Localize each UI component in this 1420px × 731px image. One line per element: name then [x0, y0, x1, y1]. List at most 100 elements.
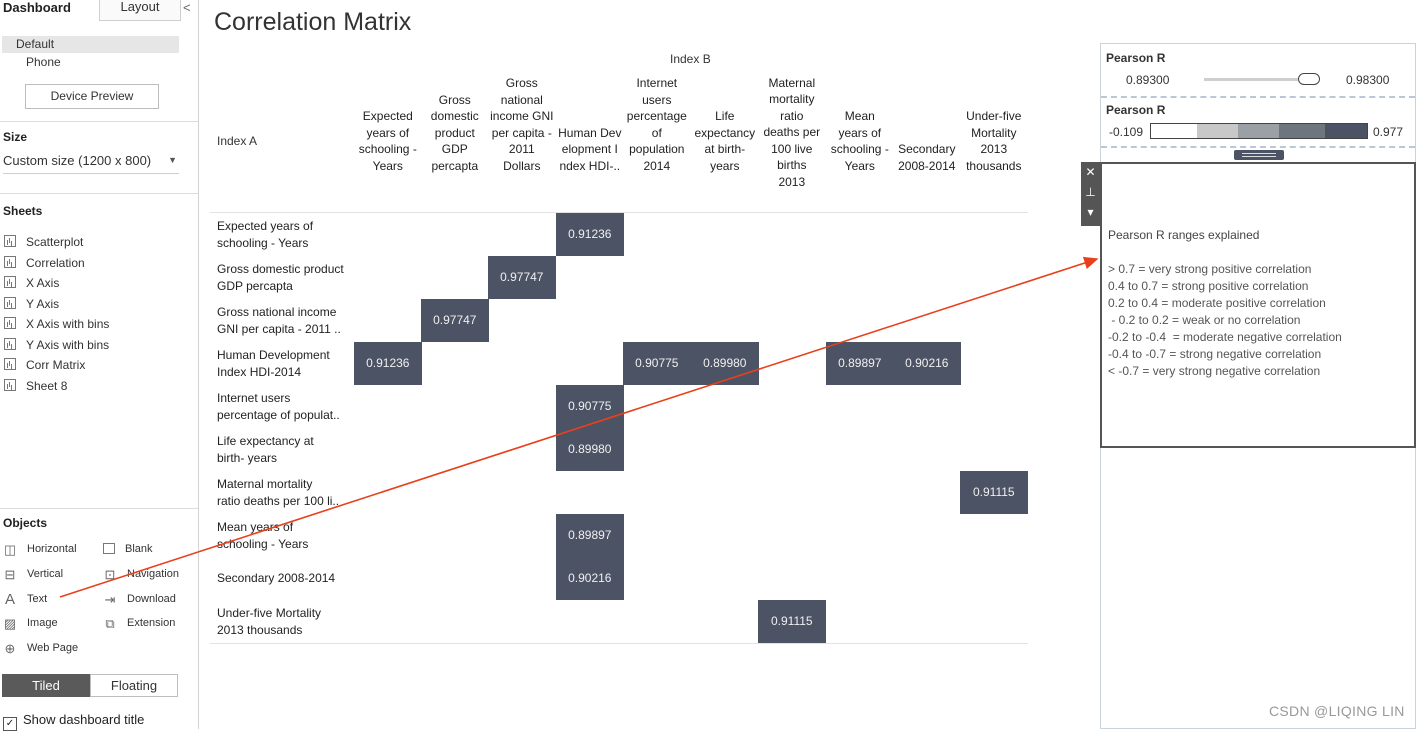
- object-label: Navigation: [127, 568, 179, 580]
- column-header-line: 2013: [778, 174, 806, 189]
- column-header-line: Gross: [505, 76, 538, 90]
- sheet-item[interactable]: X Axis with bins: [4, 315, 109, 333]
- column-header[interactable]: Under-five Mortality 2013 thousands: [960, 108, 1028, 174]
- text-object[interactable]: [1100, 162, 1416, 448]
- more-icon[interactable]: ▾: [1087, 205, 1094, 219]
- matrix-cell[interactable]: 0.91236: [354, 342, 422, 385]
- textbox-line: < -0.7 = very strong negative correlatio…: [1108, 364, 1321, 378]
- matrix-cell[interactable]: 0.89897: [826, 342, 894, 385]
- object-blank[interactable]: Blank: [103, 541, 153, 557]
- column-header[interactable]: Expected years of schooling - Years: [354, 108, 422, 174]
- sheet-item[interactable]: Y Axis: [4, 295, 59, 313]
- matrix-cell[interactable]: 0.91115: [758, 600, 826, 643]
- matrix-cell[interactable]: 0.90775: [556, 385, 624, 428]
- worksheet-icon: [4, 337, 16, 350]
- device-default[interactable]: Default: [2, 36, 179, 53]
- size-dropdown[interactable]: Custom size (1200 x 800) ▼: [3, 153, 179, 174]
- column-header-line: Life: [715, 109, 735, 123]
- column-header[interactable]: Gross domestic product GDP percapta: [421, 92, 489, 175]
- filter-max-value[interactable]: 0.98300: [1346, 73, 1390, 87]
- matrix-cell[interactable]: 0.89980: [691, 342, 759, 385]
- object-label: Vertical: [27, 568, 64, 580]
- text-icon: A: [4, 591, 15, 608]
- sheet-item[interactable]: Sheet 8: [4, 377, 67, 395]
- column-header-line: population: [629, 142, 685, 156]
- sheet-item[interactable]: Y Axis with bins: [4, 336, 109, 354]
- column-header-line: 100 live: [771, 141, 813, 156]
- row-header-line: Under-five Mortality: [217, 606, 322, 620]
- range-slider-thumb[interactable]: [1298, 73, 1320, 85]
- row-header[interactable]: Human Development Index HDI-2014: [217, 347, 357, 380]
- sheet-item[interactable]: X Axis: [4, 274, 59, 292]
- row-header[interactable]: Under-five Mortality 2013 thousands: [217, 605, 357, 638]
- collapse-panel-icon[interactable]: <: [183, 0, 191, 15]
- column-header[interactable]: Gross national income GNI per capita - 2011 D…: [488, 75, 556, 174]
- column-header[interactable]: Human Dev elopment I ndex HDI-..: [556, 125, 624, 175]
- column-header-line: schooling -: [358, 142, 417, 156]
- matrix-cell[interactable]: 0.89980: [556, 428, 624, 471]
- object-download[interactable]: ⇥ Download: [103, 591, 176, 607]
- matrix-cell[interactable]: 0.90775: [623, 342, 691, 385]
- row-header-line: birth- years: [217, 450, 278, 465]
- range-slider-track[interactable]: [1204, 78, 1304, 81]
- row-header-line: 2013 thousands: [217, 622, 303, 637]
- device-preview-button[interactable]: Device Preview: [25, 84, 159, 109]
- tiled-button[interactable]: Tiled: [2, 674, 90, 697]
- show-dashboard-title-checkbox[interactable]: ✓ Show dashboard title: [3, 712, 144, 731]
- column-header-line: Maternal: [768, 75, 816, 90]
- filter-min-value[interactable]: 0.89300: [1126, 73, 1170, 87]
- object-image[interactable]: ▨ Image: [3, 615, 58, 631]
- column-header[interactable]: Mean years of schooling - Years: [826, 108, 894, 174]
- resize-handle-icon[interactable]: [1234, 150, 1284, 160]
- dropdown-arrow-icon: ▼: [168, 155, 177, 165]
- matrix-cell[interactable]: 0.97747: [421, 299, 489, 342]
- color-legend-label: Pearson R: [1106, 103, 1166, 117]
- matrix-cell[interactable]: 0.91236: [556, 213, 624, 256]
- device-phone[interactable]: Phone: [26, 55, 61, 69]
- matrix-cell[interactable]: 0.90216: [893, 342, 961, 385]
- object-vertical[interactable]: ⊟ Vertical: [3, 566, 64, 582]
- sheet-label: Y Axis: [26, 296, 60, 311]
- matrix-cell[interactable]: 0.91115: [960, 471, 1028, 514]
- matrix-cell[interactable]: 0.89897: [556, 514, 624, 557]
- column-header-line: 2014: [643, 158, 671, 173]
- sheet-item[interactable]: Corr Matrix: [4, 356, 85, 374]
- tab-dashboard[interactable]: Dashboard: [3, 0, 71, 15]
- row-header[interactable]: Life expectancy at birth- years: [217, 433, 357, 466]
- worksheet-icon: [4, 378, 16, 391]
- column-header[interactable]: Maternal mortality ratio deaths per 100 live…: [758, 75, 826, 191]
- close-icon[interactable]: ✕: [1085, 165, 1096, 179]
- object-navigation[interactable]: ⊡ Navigation: [103, 566, 179, 582]
- download-icon: ⇥: [104, 592, 116, 607]
- row-header-line: GNI per capita - 2011 ..: [217, 321, 341, 336]
- column-header-line: 2011: [508, 142, 535, 156]
- filter-label: Pearson R: [1106, 51, 1166, 65]
- row-header[interactable]: Internet users percentage of populat..: [217, 390, 357, 423]
- matrix-cell[interactable]: 0.97747: [488, 256, 556, 299]
- object-extension[interactable]: ⧉ Extension: [103, 615, 175, 631]
- row-header[interactable]: Maternal mortality ratio deaths per 100 l…: [217, 476, 357, 509]
- sheet-in-use-icon: [4, 358, 16, 370]
- column-header-line: Gross: [438, 92, 471, 107]
- index-a-label: Index A: [217, 134, 258, 148]
- row-header[interactable]: Gross domestic product GDP percapta: [217, 261, 357, 294]
- row-header[interactable]: Expected years of schooling - Years: [217, 218, 357, 251]
- pin-icon[interactable]: ⊥: [1085, 185, 1096, 199]
- tab-layout[interactable]: Layout: [99, 0, 181, 21]
- sheet-item[interactable]: Correlation: [4, 254, 85, 272]
- object-label: Horizontal: [27, 543, 77, 555]
- row-header[interactable]: Secondary 2008-2014: [217, 570, 357, 587]
- sheet-item[interactable]: Scatterplot: [4, 233, 83, 251]
- row-header[interactable]: Gross national income GNI per capita - 20…: [217, 304, 357, 337]
- object-text[interactable]: A Text: [3, 591, 47, 608]
- column-header[interactable]: Life expectancy at birth-years: [691, 108, 759, 174]
- row-header[interactable]: Mean years of schooling - Years: [217, 519, 357, 552]
- floating-button[interactable]: Floating: [90, 674, 178, 697]
- sheet-label: Corr Matrix: [26, 358, 86, 372]
- object-horizontal[interactable]: ◫ Horizontal: [3, 541, 77, 557]
- matrix-cell[interactable]: 0.90216: [556, 557, 624, 600]
- column-header[interactable]: Internet users percentage of population 2014: [623, 75, 691, 174]
- row-header-line: Internet users: [217, 391, 291, 405]
- column-header[interactable]: Secondary 2008-2014: [893, 141, 961, 174]
- object-web-page[interactable]: ⊕ Web Page: [3, 640, 79, 656]
